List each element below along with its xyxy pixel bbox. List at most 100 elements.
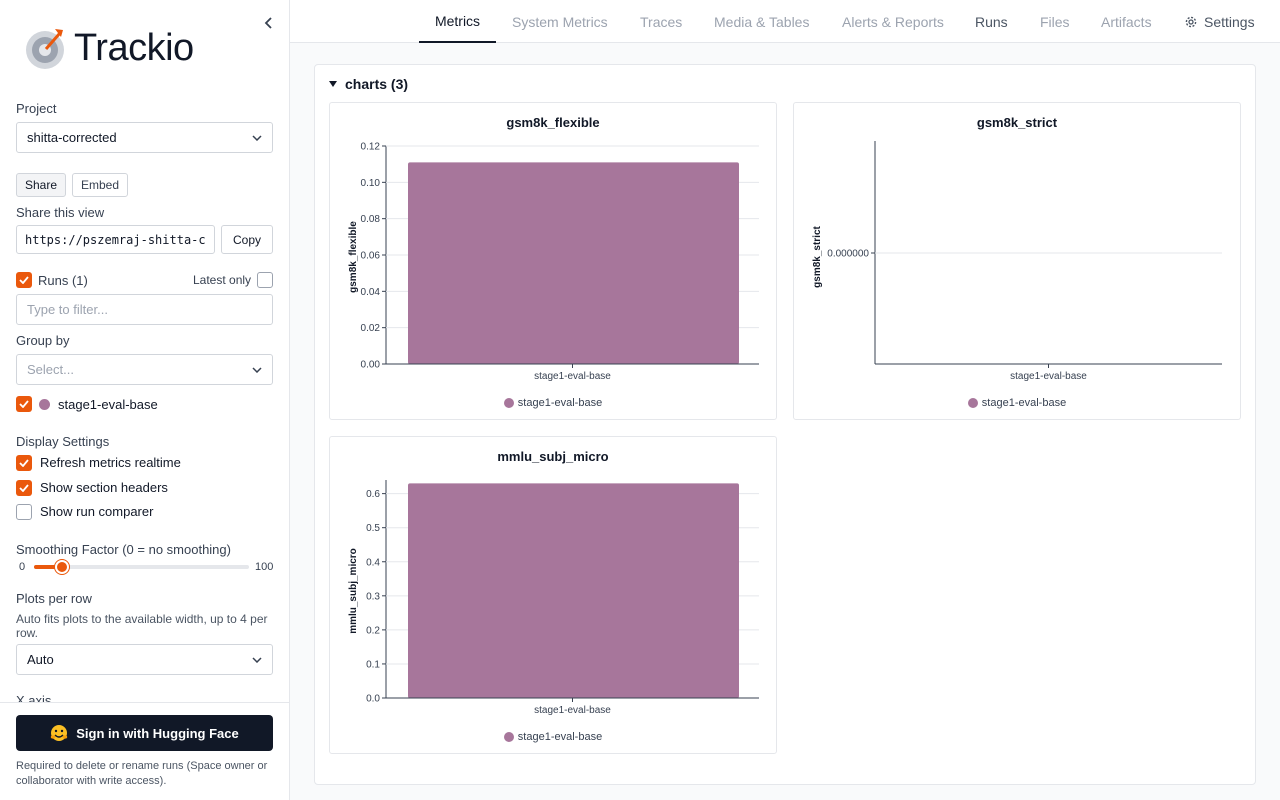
tab-metrics[interactable]: Metrics bbox=[419, 0, 496, 43]
plot-title: mmlu_subj_micro bbox=[497, 449, 608, 464]
run-checkbox[interactable] bbox=[16, 396, 32, 412]
bar[interactable] bbox=[408, 483, 739, 698]
chart-legend: stage1-eval-base bbox=[794, 397, 1240, 409]
refresh-realtime-label: Refresh metrics realtime bbox=[40, 455, 181, 470]
y-tick-label: 0.06 bbox=[361, 251, 381, 262]
charts-section-header[interactable]: charts (3) bbox=[329, 76, 408, 92]
logo-text: Trackio bbox=[74, 27, 194, 69]
share-url-field[interactable]: https://pszemraj-shitta-c bbox=[16, 225, 215, 254]
y-tick-label: 0.02 bbox=[361, 323, 381, 334]
project-select[interactable]: shitta-corrected bbox=[16, 122, 273, 153]
sign-in-hugging-face-button[interactable]: Sign in with Hugging Face bbox=[16, 715, 273, 751]
caret-down-icon bbox=[329, 81, 337, 87]
y-axis-label: mmlu_subj_micro bbox=[348, 548, 359, 634]
latest-only-checkbox[interactable] bbox=[257, 272, 273, 288]
legend-dot bbox=[503, 398, 514, 408]
copy-button[interactable]: Copy bbox=[221, 225, 273, 254]
run-color-dot bbox=[39, 399, 50, 410]
y-tick-label: 0.00 bbox=[361, 360, 381, 371]
runs-select-all-checkbox[interactable] bbox=[16, 272, 32, 288]
gear-icon bbox=[1185, 16, 1197, 27]
y-axis-label: gsm8k_strict bbox=[812, 225, 823, 287]
legend-dot bbox=[503, 732, 514, 742]
tab-runs[interactable]: Runs bbox=[975, 13, 1008, 30]
y-tick-label: 0.1 bbox=[366, 659, 380, 670]
target-logo-icon bbox=[26, 29, 64, 69]
app-logo: Trackio bbox=[24, 26, 194, 70]
y-tick-label: 0.04 bbox=[361, 287, 381, 298]
legend-label: stage1-eval-base bbox=[981, 397, 1067, 409]
plot-card: gsm8k_strict gsm8k_strict 0.000000 stage1-e… bbox=[793, 102, 1241, 420]
plot-card: gsm8k_flexible gsm8k_flexible 0.00 0.02 0.04… bbox=[329, 102, 777, 420]
tab-media-tables[interactable]: Media & Tables bbox=[714, 13, 810, 30]
chevron-down-icon bbox=[252, 656, 262, 663]
share-tab[interactable]: Share bbox=[16, 173, 67, 197]
y-tick-label: 0.2 bbox=[366, 625, 380, 636]
check-icon bbox=[19, 484, 29, 492]
check-icon bbox=[19, 276, 29, 284]
x-tick-label: stage1-eval-base bbox=[534, 705, 611, 716]
bar[interactable] bbox=[408, 162, 739, 364]
y-axis-label: gsm8k_flexible bbox=[348, 221, 359, 293]
group-by-label: Group by bbox=[16, 333, 70, 348]
legend-label: stage1-eval-base bbox=[517, 731, 603, 743]
share-view-label: Share this view bbox=[16, 205, 105, 220]
runs-filter-input[interactable]: Type to filter... bbox=[16, 294, 273, 325]
plot-svg: gsm8k_flexible gsm8k_flexible 0.00 0.02 0.04… bbox=[348, 115, 759, 382]
smoothing-min: 0 bbox=[19, 561, 26, 573]
main-content: charts (3) gsm8k_flexible gsm8k_flexible 0… bbox=[290, 43, 1280, 800]
smoothing-slider-fill bbox=[34, 565, 62, 569]
tab-system-metrics[interactable]: System Metrics bbox=[512, 13, 608, 30]
plot-title: gsm8k_strict bbox=[977, 115, 1058, 130]
section-headers-label: Show section headers bbox=[40, 480, 168, 495]
display-settings-label: Display Settings bbox=[16, 434, 110, 449]
sign-in-note: Required to delete or rename runs (Space… bbox=[16, 760, 268, 787]
tab-traces[interactable]: Traces bbox=[640, 13, 683, 30]
check-icon bbox=[19, 400, 29, 408]
sidebar: Trackio Project shitta-corrected Share E… bbox=[0, 0, 290, 800]
embed-tab[interactable]: Embed bbox=[72, 173, 129, 197]
chevron-down-icon bbox=[252, 134, 262, 141]
collapse-sidebar-button[interactable] bbox=[260, 14, 278, 32]
y-tick-label: 0.5 bbox=[366, 523, 380, 534]
plot-title: gsm8k_flexible bbox=[506, 115, 599, 130]
x-tick-label: stage1-eval-base bbox=[1010, 371, 1087, 382]
smoothing-max: 100 bbox=[255, 561, 274, 573]
run-comparer-checkbox[interactable] bbox=[16, 504, 32, 520]
refresh-realtime-checkbox[interactable] bbox=[16, 455, 32, 471]
sign-in-label: Sign in with Hugging Face bbox=[76, 725, 239, 741]
hugging-face-icon bbox=[51, 725, 68, 741]
y-tick-label: 0.3 bbox=[366, 591, 380, 602]
top-nav: Metrics System Metrics Traces Media & Ta… bbox=[290, 0, 1280, 43]
y-tick-label: 0.12 bbox=[361, 142, 381, 153]
run-name: stage1-eval-base bbox=[58, 397, 158, 412]
smoothing-slider-thumb[interactable] bbox=[55, 560, 69, 574]
smoothing-label: Smoothing Factor (0 = no smoothing) bbox=[16, 542, 231, 557]
y-tick-label: 0.08 bbox=[361, 214, 381, 225]
group-by-placeholder: Select... bbox=[27, 362, 74, 377]
plots-per-row-label: Plots per row bbox=[16, 591, 92, 606]
tab-alerts-reports[interactable]: Alerts & Reports bbox=[842, 13, 944, 30]
section-headers-checkbox[interactable] bbox=[16, 480, 32, 496]
project-label: Project bbox=[16, 101, 57, 116]
plot-svg: gsm8k_strict gsm8k_strict 0.000000 stage1-e… bbox=[812, 115, 1222, 382]
group-by-select[interactable]: Select... bbox=[16, 354, 273, 385]
legend-label: stage1-eval-base bbox=[517, 397, 603, 409]
charts-section: charts (3) gsm8k_flexible gsm8k_flexible 0… bbox=[314, 64, 1256, 785]
auth-panel: Sign in with Hugging Face Required to de… bbox=[0, 702, 289, 800]
chevron-left-icon bbox=[264, 17, 272, 29]
chart-legend: stage1-eval-base bbox=[330, 731, 776, 743]
chart-legend: stage1-eval-base bbox=[330, 397, 776, 409]
tab-files[interactable]: Files bbox=[1040, 13, 1070, 30]
smoothing-slider-track[interactable] bbox=[34, 565, 249, 569]
plots-per-row-value: Auto bbox=[27, 652, 54, 667]
plots-per-row-help: Auto fits plots to the available width, … bbox=[16, 612, 268, 640]
check-icon bbox=[19, 459, 29, 467]
plots-per-row-select[interactable]: Auto bbox=[16, 644, 273, 675]
tab-settings[interactable]: Settings bbox=[1184, 0, 1255, 43]
y-tick-label: 0.0 bbox=[366, 694, 380, 705]
runs-label: Runs (1) bbox=[38, 273, 88, 288]
tab-artifacts[interactable]: Artifacts bbox=[1101, 13, 1152, 30]
plot-card: mmlu_subj_micro mmlu_subj_micro 0.0 0.1 0.2 0… bbox=[329, 436, 777, 754]
latest-only-label: Latest only bbox=[193, 273, 252, 287]
